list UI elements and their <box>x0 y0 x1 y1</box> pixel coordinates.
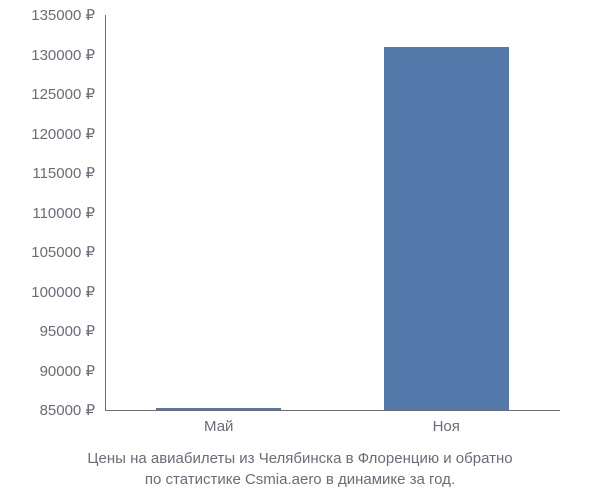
caption-line-2: по статистике Csmia.aero в динамике за г… <box>0 469 600 490</box>
y-tick-label: 135000 ₽ <box>31 6 95 24</box>
plot-area <box>105 15 560 410</box>
y-tick-label: 105000 ₽ <box>31 243 95 261</box>
x-axis: Май Ноя <box>105 415 560 440</box>
y-tick-label: 110000 ₽ <box>32 204 95 222</box>
y-tick-label: 115000 ₽ <box>32 164 95 182</box>
y-tick-label: 130000 ₽ <box>31 46 95 64</box>
x-tick-label: Май <box>204 418 233 435</box>
caption-line-1: Цены на авиабилеты из Челябинска в Флоре… <box>0 448 600 469</box>
chart-caption: Цены на авиабилеты из Челябинска в Флоре… <box>0 448 600 490</box>
x-tick-label: Ноя <box>433 418 460 435</box>
bar <box>156 408 281 410</box>
y-tick-label: 85000 ₽ <box>40 401 95 419</box>
x-axis-line <box>105 410 560 411</box>
chart-container: 85000 ₽ 90000 ₽ 95000 ₽ 100000 ₽ 105000 ₽ 110… <box>0 0 600 500</box>
bar <box>384 47 509 410</box>
y-tick-label: 120000 ₽ <box>31 125 95 143</box>
y-tick-label: 95000 ₽ <box>40 322 95 340</box>
y-axis: 85000 ₽90000 ₽95000 ₽100000 ₽105000 ₽110… <box>0 15 100 410</box>
y-tick-label: 90000 ₽ <box>40 362 95 380</box>
y-tick-label: 100000 ₽ <box>31 283 95 301</box>
y-tick-label: 125000 ₽ <box>31 85 95 103</box>
